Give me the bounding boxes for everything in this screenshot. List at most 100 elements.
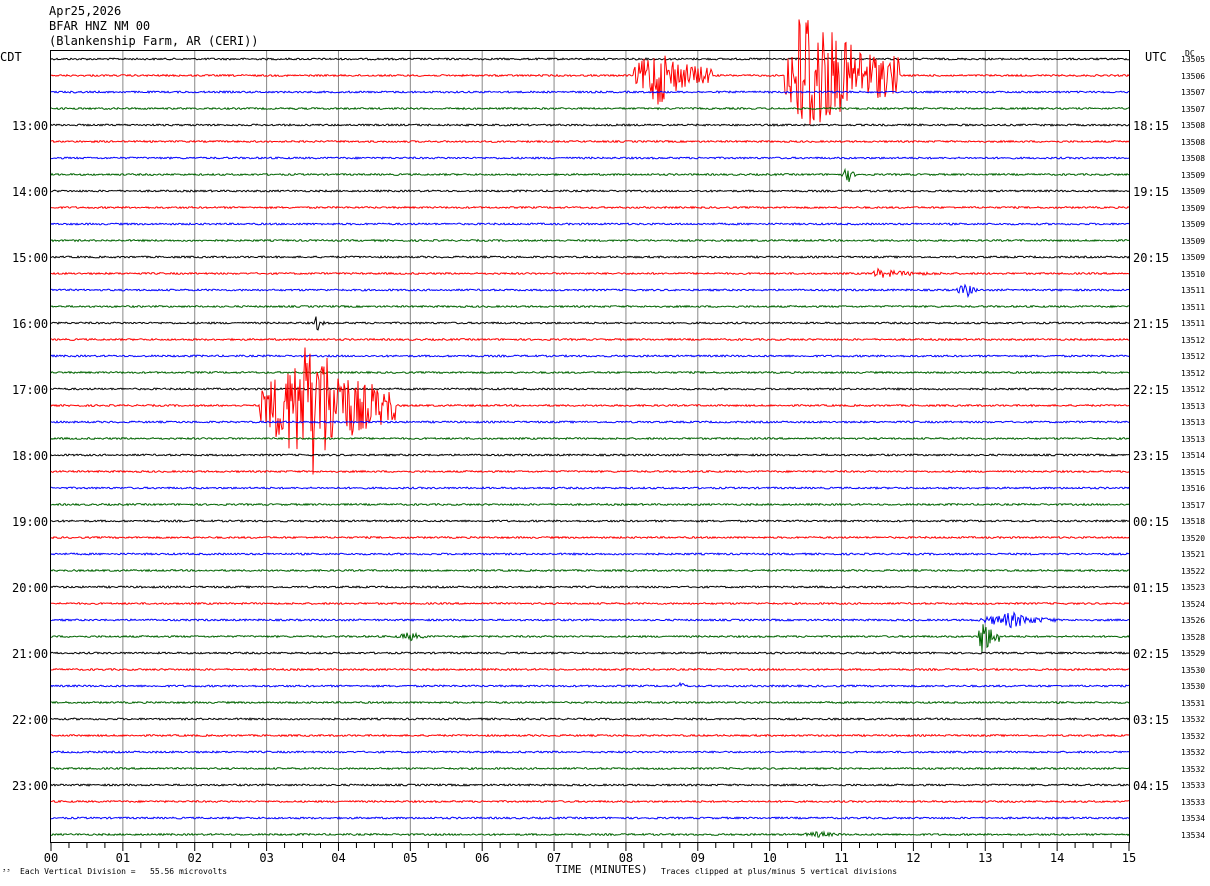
dc-value-label: 13517	[1181, 500, 1206, 510]
seismic-trace	[50, 502, 1130, 507]
dc-value-label: 13523	[1181, 583, 1206, 592]
seismic-trace	[50, 453, 1130, 457]
seismic-trace	[50, 238, 1130, 243]
seismic-trace	[50, 816, 1130, 820]
dc-label: DC	[1185, 49, 1195, 58]
dc-value-label: 13507	[1181, 88, 1206, 97]
corner-mark: ³³	[2, 868, 11, 876]
left-hour-label: 16:00	[12, 317, 49, 331]
dc-value-label: 13512	[1181, 352, 1206, 361]
xaxis-title: TIME (MINUTES)	[555, 863, 648, 876]
left-hour-label: 14:00	[12, 185, 49, 199]
dc-value-label: 13512	[1181, 335, 1206, 345]
scale-text: Each Vertical Division = 55.56 microvolt…	[20, 867, 228, 876]
left-hour-label: 19:00	[12, 515, 49, 529]
right-hour-label: 04:15	[1133, 779, 1170, 793]
x-tick-label: 07	[547, 851, 561, 865]
dc-value-label: 13520	[1181, 533, 1206, 543]
dc-value-label: 13511	[1181, 319, 1206, 328]
seismic-trace	[50, 469, 1130, 474]
x-tick-label: 14	[1050, 851, 1064, 865]
seismic-trace	[50, 519, 1130, 523]
seismic-trace	[50, 700, 1130, 705]
seismic-trace	[50, 106, 1130, 111]
dc-value-label: 13509	[1181, 220, 1206, 229]
right-hour-label: 23:15	[1133, 449, 1170, 463]
seismic-trace	[50, 387, 1130, 391]
dc-value-label: 13533	[1181, 781, 1206, 790]
seismic-trace	[50, 830, 1130, 838]
dc-value-label: 13533	[1181, 797, 1206, 807]
dc-value-label: 13508	[1181, 121, 1206, 130]
dc-value-label: 13514	[1181, 451, 1206, 460]
seismic-trace	[50, 667, 1129, 672]
seismic-trace	[50, 337, 1130, 342]
x-tick-label: 09	[691, 851, 705, 865]
seismic-trace	[50, 347, 1130, 475]
left-timezone-label: CDT	[0, 50, 22, 64]
right-hour-label: 03:15	[1133, 713, 1170, 727]
seismic-trace	[50, 316, 1130, 331]
seismic-trace	[50, 370, 1130, 375]
dc-value-label: 13532	[1181, 731, 1206, 741]
seismic-trace	[50, 733, 1130, 738]
dc-value-label: 13524	[1181, 599, 1206, 609]
dc-value-label: 13530	[1181, 665, 1206, 675]
dc-value-label: 13515	[1181, 467, 1206, 477]
seismic-trace	[50, 267, 1130, 278]
left-hour-label: 18:00	[12, 449, 49, 463]
dc-value-label: 13528	[1181, 632, 1206, 642]
dc-value-label: 13530	[1181, 682, 1206, 691]
seismic-trace	[50, 766, 1130, 771]
seismic-trace	[50, 783, 1130, 787]
dc-value-label: 13509	[1181, 187, 1206, 196]
seismic-trace	[50, 552, 1130, 556]
seismic-trace	[50, 19, 1130, 126]
x-tick-label: 08	[619, 851, 633, 865]
seismic-trace	[50, 585, 1130, 589]
x-tick-label: 10	[762, 851, 776, 865]
dc-value-label: 13532	[1181, 764, 1206, 774]
seismic-trace	[50, 799, 1130, 804]
dc-value-label: 13511	[1181, 286, 1206, 295]
right-hour-label: 22:15	[1133, 383, 1170, 397]
location-label: (Blankenship Farm, AR (CERI))	[49, 34, 259, 48]
station-label: BFAR HNZ NM 00	[49, 19, 151, 33]
right-hour-label: 18:15	[1133, 119, 1170, 133]
seismic-trace	[50, 123, 1130, 127]
plot-frame	[50, 50, 1130, 843]
dc-value-label: 13522	[1181, 566, 1206, 576]
seismic-trace	[50, 717, 1130, 721]
seismic-trace	[50, 90, 1130, 94]
left-hour-label: 17:00	[12, 383, 49, 397]
clip-text: Traces clipped at plus/minus 5 vertical …	[661, 867, 898, 876]
seismic-trace	[50, 304, 1130, 309]
seismic-trace	[50, 167, 1130, 183]
dc-value-label: 13513	[1181, 418, 1206, 427]
seismic-trace	[50, 568, 1130, 573]
dc-value-label: 13534	[1181, 814, 1206, 823]
dc-value-label: 13508	[1181, 137, 1206, 147]
dc-value-label: 13505	[1181, 55, 1206, 64]
seismic-trace	[50, 681, 1130, 688]
right-hour-label: 01:15	[1133, 581, 1170, 595]
dc-value-label: 13532	[1181, 748, 1206, 757]
time-axis: 00 01 02 03 04 05 06 07 08 09 10 11 12 13 14 15	[44, 843, 1136, 865]
dc-value-label: 13516	[1181, 484, 1206, 493]
dc-value-label: 13512	[1181, 385, 1206, 394]
dc-value-label: 13521	[1181, 550, 1206, 559]
x-tick-label: 15	[1122, 851, 1136, 865]
seismic-trace	[50, 189, 1130, 193]
x-tick-label: 01	[116, 851, 130, 865]
x-tick-label: 04	[331, 851, 345, 865]
seismic-trace	[50, 601, 1130, 606]
dc-value-label: 13507	[1181, 104, 1206, 114]
seismic-trace	[50, 436, 1130, 441]
dc-value-label: 13512	[1181, 368, 1206, 378]
left-hour-label: 22:00	[12, 713, 49, 727]
dc-value-label: 13513	[1181, 434, 1206, 444]
dc-value-label: 13508	[1181, 154, 1206, 163]
dc-value-label: 13509	[1181, 170, 1206, 180]
left-hour-label: 20:00	[12, 581, 49, 595]
